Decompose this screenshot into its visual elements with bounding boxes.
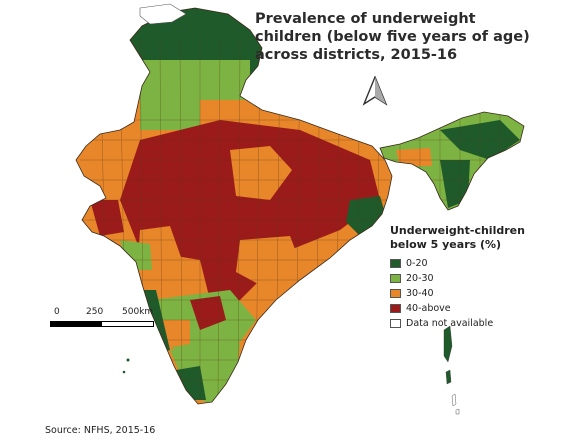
- scale-label-500km: 500km: [122, 307, 154, 317]
- northeast-districts: [380, 112, 524, 210]
- legend-item: Data not available: [390, 316, 565, 331]
- northeast-outline: [379, 111, 525, 211]
- scale-segment-black: [51, 322, 102, 326]
- scale-labels: 0 250 500km: [50, 307, 180, 319]
- north-arrow-icon: [362, 75, 388, 106]
- legend-title-line-1: Underweight-children: [390, 224, 525, 237]
- title-line-2: children (below five years of age): [255, 29, 530, 45]
- scale-label-250: 250: [86, 307, 104, 317]
- legend-item: 0-20: [390, 256, 565, 271]
- mainland-outline: [75, 7, 393, 405]
- title-line-3: across districts, 2015-16: [255, 47, 458, 63]
- andaman-nicobar-islands: [443, 325, 460, 415]
- legend-item: 40-above: [390, 301, 565, 316]
- legend-label: 0-20: [406, 258, 428, 269]
- legend-swatch: [390, 319, 401, 328]
- legend-items: 0-20 20-30 30-40 40-above Data not avail…: [390, 256, 565, 331]
- legend-swatch: [390, 274, 401, 283]
- title-line-1: Prevalence of underweight: [255, 11, 476, 27]
- scale-segment-white: [102, 322, 153, 326]
- legend-item: 30-40: [390, 286, 565, 301]
- data-not-available-region: [139, 3, 187, 25]
- legend-label: 40-above: [406, 303, 451, 314]
- legend-label: 20-30: [406, 273, 434, 284]
- map-title: Prevalence of underweight children (belo…: [255, 10, 555, 64]
- lakshadweep-islands: [122, 358, 130, 374]
- legend-title-line-2: below 5 years (%): [390, 238, 502, 251]
- legend-label: 30-40: [406, 288, 434, 299]
- source-note: Source: NFHS, 2015-16: [45, 425, 156, 436]
- scale-label-0: 0: [54, 307, 60, 317]
- legend-swatch: [390, 259, 401, 268]
- legend-title: Underweight-children below 5 years (%): [390, 224, 565, 252]
- legend: Underweight-children below 5 years (%) 0…: [390, 224, 565, 331]
- legend-swatch: [390, 289, 401, 298]
- legend-swatch: [390, 304, 401, 313]
- legend-label: Data not available: [406, 318, 494, 329]
- legend-item: 20-30: [390, 271, 565, 286]
- scale-bar-graphic: [50, 321, 154, 327]
- scale-bar: 0 250 500km: [50, 307, 180, 337]
